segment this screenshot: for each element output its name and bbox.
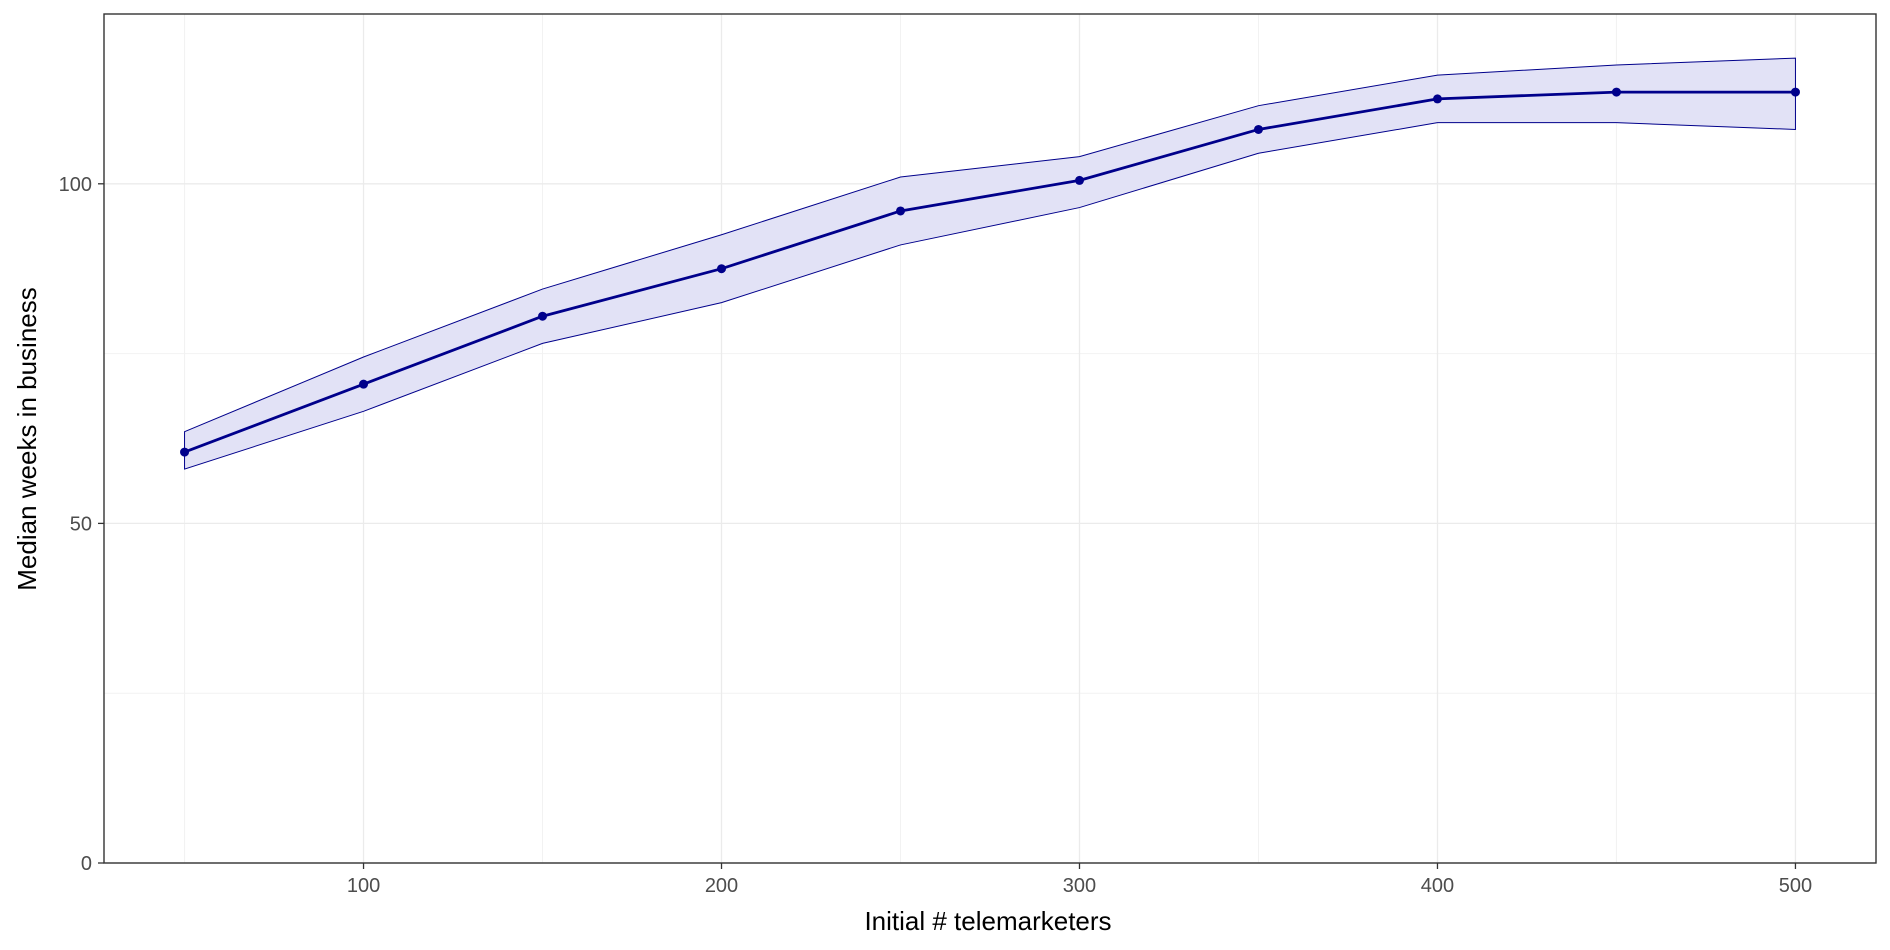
data-point [538,311,548,321]
data-point [1432,94,1442,104]
panel-border [103,13,1877,864]
y-tick-label: 50 [70,513,92,535]
ribbon-layer [184,57,1796,470]
x-axis-title: Initial # telemarketers [864,906,1111,936]
median-line [184,90,1796,454]
x-tick-label: 200 [705,875,738,897]
data-point [1790,87,1800,97]
x-tick-label: 400 [1421,875,1454,897]
data-point [1611,87,1621,97]
y-tick-label: 100 [59,174,92,196]
data-point [1253,124,1263,134]
data-point [717,264,727,274]
data-point [359,379,369,389]
line-layer [184,90,1796,454]
y-tick-label: 0 [81,853,92,875]
data-point [896,206,906,216]
x-tick-label: 500 [1779,875,1812,897]
confidence-ribbon [184,57,1796,470]
x-tick-label: 100 [347,875,380,897]
x-tick-label: 300 [1063,875,1096,897]
data-point [1074,175,1084,185]
data-point [180,447,190,457]
axis-layer: 100 200 300 400 500 0 50 100 [59,174,1813,897]
point-layer [180,87,1800,457]
y-axis-title: Median weeks in business [12,287,42,591]
grid-layer [104,13,1876,864]
